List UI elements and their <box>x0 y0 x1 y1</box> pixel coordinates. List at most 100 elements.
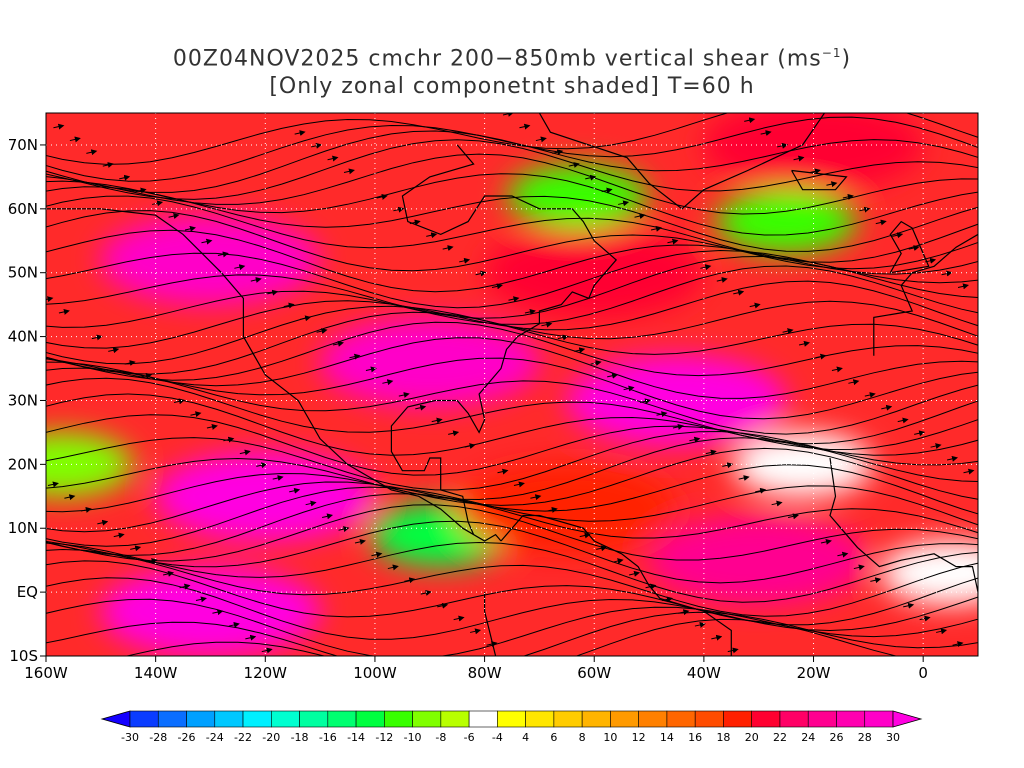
stream-arrow <box>256 462 268 469</box>
stream-arrow <box>628 570 641 577</box>
stream-arrow <box>453 615 465 622</box>
colorbar-swatch <box>214 710 244 728</box>
x-tick-label: 20W <box>797 664 831 682</box>
stream-arrow <box>607 372 619 379</box>
stream-arrow <box>755 487 767 494</box>
colorbar-label: 4 <box>522 731 529 744</box>
colorbar-swatch <box>440 710 470 728</box>
colorbar-label: -4 <box>492 731 503 744</box>
stream-arrow <box>349 353 361 360</box>
streamline <box>46 367 978 435</box>
stream-arrow <box>705 449 717 456</box>
streamline <box>46 300 978 365</box>
colorbar-label: -20 <box>262 731 280 744</box>
colorbar-swatch <box>751 710 781 728</box>
x-tick-label: 60W <box>577 664 611 682</box>
stream-arrow <box>409 219 421 226</box>
plot-frame <box>45 112 979 657</box>
x-tick-label: 0 <box>918 664 928 682</box>
colorbar-label: -22 <box>234 731 252 744</box>
stream-arrow <box>168 213 180 220</box>
coastline <box>873 233 978 356</box>
stream-arrow <box>585 174 597 181</box>
colorbar-label: 22 <box>773 731 787 744</box>
stream-arrow <box>387 564 399 571</box>
stream-arrow <box>535 136 547 143</box>
stream-arrow <box>639 398 652 405</box>
colorbar-swatch <box>270 710 300 728</box>
stream-arrow <box>820 538 832 545</box>
colorbar-swatch <box>836 710 866 728</box>
coastline <box>889 220 930 274</box>
colorbar-label: -30 <box>121 731 139 744</box>
stream-arrow <box>365 366 377 373</box>
x-tick-label: 40W <box>687 664 721 682</box>
coastline <box>484 592 497 656</box>
streamline <box>46 504 978 562</box>
stream-arrow <box>842 193 854 200</box>
x-tick-label: 100W <box>353 664 397 682</box>
colorbar-label: -6 <box>464 731 475 744</box>
y-tick-label: 40N <box>8 328 38 346</box>
shading-region <box>648 515 869 606</box>
stream-arrow <box>541 321 553 328</box>
stream-arrow <box>491 283 503 290</box>
streamline <box>46 153 978 215</box>
streamline <box>46 430 978 491</box>
stream-arrow <box>475 270 487 277</box>
stream-arrow <box>935 628 948 635</box>
stream-arrow <box>815 353 827 360</box>
stream-arrow <box>727 647 739 654</box>
stream-arrow <box>305 500 317 507</box>
stream-arrow <box>672 423 684 430</box>
stream-arrow <box>700 264 712 271</box>
stream-arrow <box>513 481 525 488</box>
colorbar-label: 8 <box>579 731 586 744</box>
stream-arrow <box>590 360 602 366</box>
stream-arrow <box>903 602 915 609</box>
stream-arrow <box>376 193 388 200</box>
colorbar-swatch <box>864 710 894 728</box>
colorbar-label: 26 <box>829 731 843 744</box>
stream-arrow <box>195 596 207 603</box>
stream-arrow <box>925 257 937 264</box>
shading-region <box>456 464 677 555</box>
stream-arrow <box>946 455 959 462</box>
stream-arrow <box>618 200 630 207</box>
stream-arrow <box>952 641 964 648</box>
stream-arrow <box>870 577 882 584</box>
stream-arrow <box>393 206 405 213</box>
streamline <box>46 437 978 501</box>
stream-arrow <box>771 500 783 507</box>
stream-arrow <box>957 283 969 290</box>
stream-arrow <box>760 130 772 136</box>
stream-arrow <box>431 417 443 424</box>
colorbar-label: -8 <box>435 731 446 744</box>
colorbar-label: -24 <box>206 731 224 744</box>
stream-arrow <box>793 155 805 162</box>
shading-region <box>703 113 924 190</box>
stream-arrow <box>694 621 706 628</box>
stream-arrow <box>524 308 536 315</box>
stream-arrow <box>102 162 114 168</box>
stream-arrow <box>354 538 366 545</box>
stream-arrow <box>415 404 427 411</box>
stream-arrow <box>645 583 657 590</box>
stream-arrow <box>113 532 125 539</box>
colorbar-label: 10 <box>603 731 617 744</box>
stream-arrow <box>678 609 690 616</box>
stream-arrow <box>162 570 175 577</box>
stream-arrow <box>300 315 312 322</box>
streamline <box>46 130 978 193</box>
streamline <box>46 229 978 293</box>
streamline <box>46 255 978 319</box>
stream-arrow <box>497 468 509 475</box>
stream-arrow <box>650 225 662 232</box>
y-tick-label: 70N <box>8 136 38 154</box>
streamline <box>46 577 978 640</box>
stream-arrow <box>261 647 273 654</box>
stream-arrow <box>826 181 838 188</box>
stream-arrow <box>448 430 460 437</box>
stream-arrow <box>97 519 109 526</box>
